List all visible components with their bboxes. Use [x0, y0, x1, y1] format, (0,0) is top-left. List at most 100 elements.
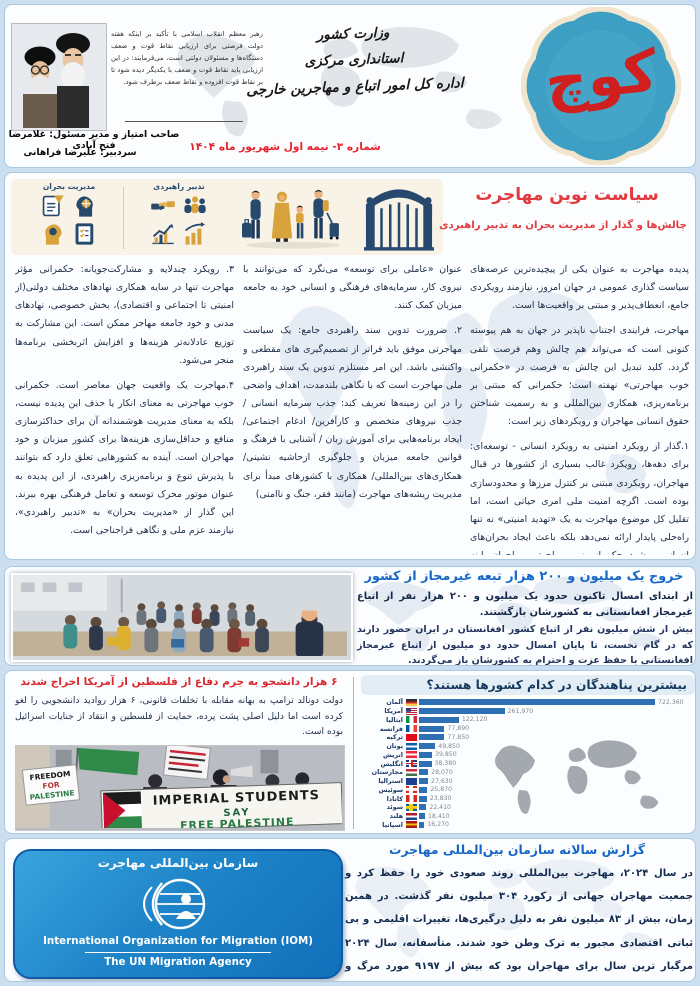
chart-country-label: کانادا	[386, 794, 403, 803]
country-flag-icon	[406, 698, 417, 706]
return-body: بیش از شش میلیون نفر از اتباع کشور افغان…	[357, 624, 693, 666]
section-divider	[353, 677, 354, 829]
world-map-watermark	[364, 576, 662, 652]
protest-placard	[162, 746, 211, 780]
feature-illustration-banner: مدیریت بحران	[11, 179, 443, 255]
protest-photo: IMPERIAL STUDENTS SAY FREE PALESTINE FRE…	[15, 745, 345, 831]
chart-country-label: استرالیا	[378, 777, 403, 786]
team-icon	[184, 196, 206, 214]
article-column-left: ۳. رویکرد چندلایه و مشارکت‌جویانه: حکمرا…	[15, 261, 234, 555]
migrant-mother	[271, 191, 293, 242]
logo-medallion	[520, 5, 682, 167]
chart-value-label: 77,850	[447, 733, 470, 741]
editor-line: سردبیر: علیرضا فراهانی	[23, 147, 137, 158]
country-flag-icon	[406, 786, 417, 794]
chart-country-label: اسپانیا	[382, 820, 403, 829]
sign-word-1: FREEDOM	[29, 769, 71, 782]
country-flag-icon	[406, 751, 417, 759]
country-flag-icon	[406, 725, 417, 733]
masthead: رهبر معظم انقلاب اسلامی با تأکید بر اینک…	[4, 4, 696, 168]
chart-bar	[419, 699, 655, 706]
chart-row: کانادا 23,830	[359, 794, 695, 803]
chart-bar	[419, 769, 429, 776]
chart-bar	[419, 725, 445, 732]
chart-row: آلمان 722,360	[359, 698, 695, 707]
protest-illustration: IMPERIAL STUDENTS SAY FREE PALESTINE FRE…	[16, 746, 344, 830]
country-flag-icon	[406, 742, 417, 750]
publisher-line: صاحب امتیاز و مدیر مسئول: غلامرضا فتح آب…	[8, 129, 180, 151]
leader-quote: رهبر معظم انقلاب اسلامی با تأکید بر اینک…	[111, 30, 263, 86]
article-paragraph: ۳. رویکرد چندلایه و مشارکت‌جویانه: حکمرا…	[15, 264, 234, 366]
chart-value-label: 18,410	[428, 812, 450, 820]
chart-country-label: ترکیه	[386, 733, 403, 742]
portrait-khamenei	[23, 46, 57, 128]
feature-article: مدیریت بحران	[4, 172, 696, 560]
country-flag-icon	[406, 795, 417, 803]
country-flag-icon	[406, 716, 417, 724]
crowd-back-row	[136, 601, 256, 626]
chart-country-label: انگلیس	[380, 759, 403, 768]
label-crisis-management: مدیریت بحران	[42, 182, 96, 191]
migrant-father	[242, 190, 261, 239]
iom-globe-logo	[143, 878, 206, 930]
chart-bar	[419, 716, 459, 723]
banner-divider	[123, 187, 124, 249]
students-chart-section: ۶ هزار دانشجو به جرم دفاع از فلسطین از آ…	[4, 670, 696, 834]
portrait-khomeini	[56, 33, 90, 128]
chart-country-label: مجارستان	[371, 768, 403, 777]
chart-value-label: 28,070	[431, 768, 453, 776]
crisis-icon-group: مدیریت بحران	[19, 182, 119, 247]
migrant-man-backpack	[313, 189, 339, 240]
growth-chart-icon	[152, 223, 174, 245]
freedom-sign: FREEDOM FOR PALESTINE	[21, 764, 81, 806]
iom-logo-box: سازمان بین‌المللی مهاجرت International O…	[13, 849, 343, 979]
chart-country-label: آلمان	[386, 698, 403, 707]
chart-value-label: 722,360	[658, 698, 684, 706]
chart-bar	[419, 813, 425, 820]
foreground-man	[295, 607, 324, 658]
chart-country-label: سوئیس	[378, 785, 403, 794]
return-title: خروج یک میلیون و ۲۰۰ هزار تبعه غیرمجاز ا…	[364, 569, 684, 584]
country-flag-icon	[406, 812, 417, 820]
chart-row: انگلیس 38,380	[359, 759, 695, 768]
checklist-icon	[75, 223, 94, 245]
world-map-watermark	[355, 859, 656, 957]
migrant-child	[295, 205, 304, 239]
issue-line: شماره ۳- نیمه اول شهریور ماه ۱۴۰۴	[189, 141, 381, 153]
chart-country-label: اتریش	[383, 750, 403, 759]
sign-word-2: FOR	[42, 780, 60, 791]
chart-row: آمریکا 261,970	[359, 707, 695, 716]
students-title: ۶ هزار دانشجو به جرم دفاع از فلسطین از آ…	[20, 676, 338, 688]
chart-row: استرالیا 27,630	[359, 777, 695, 786]
country-flag-icon	[406, 803, 417, 811]
article-paragraph: عنوان «عاملی برای توسعه» می‌نگرد که می‌ت…	[243, 264, 462, 312]
chart-value-label: 23,830	[429, 795, 452, 803]
article-paragraph: مهاجرت، فرایندی اجتناب ناپذیر در جهان به…	[470, 325, 689, 428]
chart-row: ایتالیا 122,120	[359, 716, 695, 725]
chart-row: سوئد 22,410	[359, 803, 695, 812]
banner-text-line3: FREE PALESTINE	[180, 815, 295, 828]
chart-value-label: 39,850	[435, 751, 457, 759]
chart-row: مجارستان 28,070	[359, 768, 695, 777]
country-flag-icon	[406, 707, 417, 715]
leaders-portrait-photo	[11, 23, 107, 131]
chart-value-label: 77,890	[447, 725, 470, 733]
chart-bar	[419, 795, 427, 802]
article-paragraph: ۲. ضرورت تدوین سند راهبردی جامع: یک سیاس…	[243, 325, 462, 500]
article-paragraph: پدیده مهاجرت به عنوان یکی از پیچیده‌ترین…	[470, 264, 689, 312]
palestine-banner: IMPERIAL STUDENTS SAY FREE PALESTINE	[100, 782, 344, 830]
chart-bar	[419, 821, 425, 828]
refugees-crowd-illustration	[13, 575, 347, 658]
masthead-logo: کوچ	[520, 5, 682, 167]
chart-row: اسپانیا 16,270	[359, 820, 695, 830]
chart-value-label: 25,870	[430, 786, 453, 794]
country-flag-icon	[406, 760, 417, 768]
chart-bar	[419, 708, 505, 715]
banner-text-line1: IMPERIAL STUDENTS	[152, 788, 320, 809]
country-flag-icon	[406, 768, 417, 776]
refugees-crowd-photo	[11, 573, 353, 662]
chart-value-label: 16,270	[427, 821, 449, 829]
chart-country-label: یونان	[386, 742, 403, 751]
chart-country-label: آمریکا	[384, 707, 403, 716]
